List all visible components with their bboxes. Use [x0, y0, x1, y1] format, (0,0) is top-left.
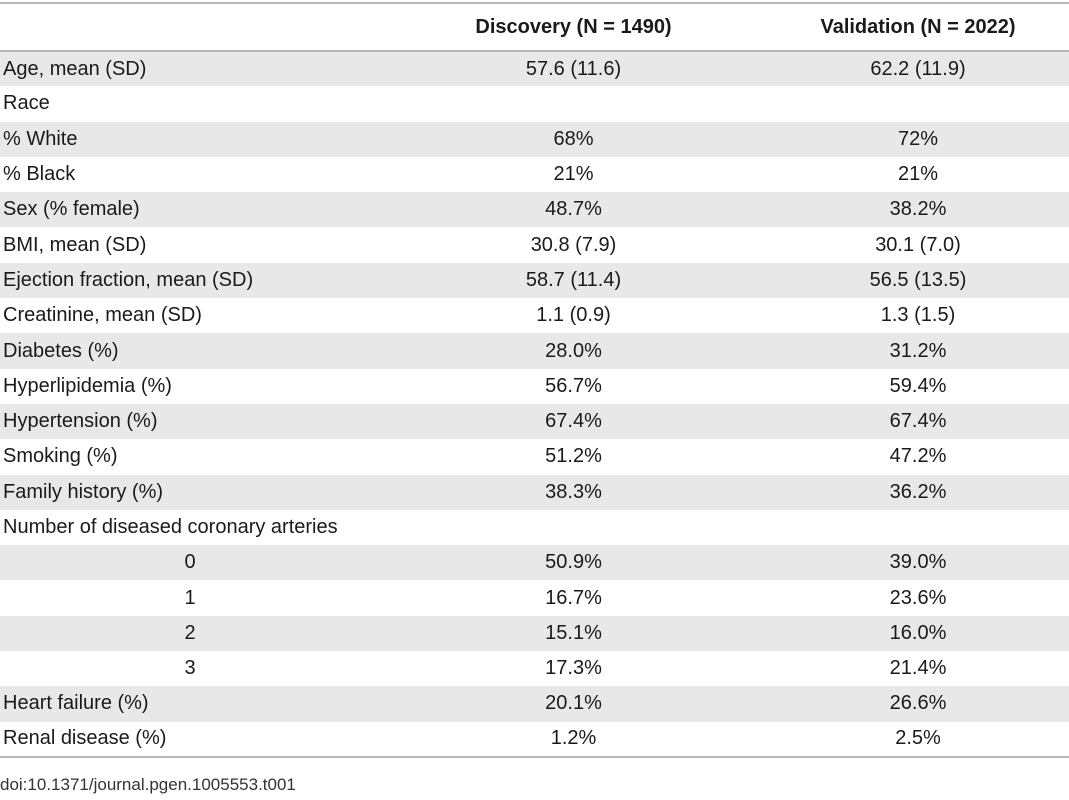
validation-value: 1.3 (1.5) [880, 304, 956, 327]
row-label: 2 [184, 621, 196, 644]
table-row: Hyperlipidemia (%) 56.7% 59.4% [0, 368, 1069, 404]
table-row: Smoking (%) 51.2% 47.2% [0, 439, 1069, 475]
discovery-value: 1.2% [550, 727, 597, 750]
discovery-value [380, 86, 767, 121]
validation-value: 72% [897, 127, 939, 150]
table-row: Hypertension (%) 67.4% 67.4% [0, 403, 1069, 440]
table-row: Race [0, 86, 1069, 122]
discovery-value: 20.1% [545, 692, 602, 715]
validation-value: 36.2% [889, 480, 947, 503]
discovery-value: 67.4% [545, 410, 602, 433]
table-row: Renal disease (%) 1.2% 2.5% [0, 721, 1069, 757]
row-label: Hypertension (%) [3, 410, 158, 433]
row-label: 3 [184, 657, 196, 680]
row-label: Family history (%) [3, 480, 164, 503]
discovery-value: 16.7% [545, 586, 602, 609]
row-label: Number of diseased coronary arteries [3, 516, 338, 538]
table-row: 1 16.7% 23.6% [0, 580, 1069, 616]
table-row: Age, mean (SD) 57.6 (11.6) 62.2 (11.9) [0, 51, 1069, 87]
table-row: 3 17.3% 21.4% [0, 651, 1069, 687]
validation-value: 59.4% [889, 374, 947, 397]
header-label-column [0, 2, 380, 52]
table-row: Diabetes (%) 28.0% 31.2% [0, 333, 1069, 369]
header-validation: Validation (N = 2022) [767, 2, 1069, 52]
table-row: Sex (% female) 48.7% 38.2% [0, 192, 1069, 228]
validation-value: 16.0% [889, 621, 947, 644]
row-label: Heart failure (%) [3, 692, 149, 715]
header-discovery: Discovery (N = 1490) [380, 2, 767, 52]
discovery-value: 51.2% [545, 445, 602, 468]
validation-value: 23.6% [889, 586, 947, 609]
validation-value: 31.2% [889, 339, 947, 362]
discovery-value: 38.3% [545, 480, 602, 503]
validation-value: 67.4% [889, 410, 947, 433]
validation-value [767, 510, 1069, 545]
row-label: % White [3, 127, 78, 150]
table-row: Creatinine, mean (SD) 1.1 (0.9) 1.3 (1.5) [0, 298, 1069, 334]
discovery-value: 21% [553, 163, 594, 186]
validation-value: 21.4% [889, 657, 947, 680]
validation-value: 21% [897, 163, 939, 186]
validation-value: 30.1 (7.0) [875, 233, 961, 256]
table-row: Family history (%) 38.3% 36.2% [0, 474, 1069, 510]
discovery-value: 57.6 (11.6) [525, 57, 622, 80]
validation-value: 38.2% [889, 198, 947, 221]
table-row: 0 50.9% 39.0% [0, 545, 1069, 581]
discovery-value: 48.7% [545, 198, 602, 221]
discovery-value: 28.0% [545, 339, 602, 362]
validation-value: 56.5 (13.5) [869, 268, 967, 291]
table-row: Ejection fraction, mean (SD) 58.7 (11.4) 5… [0, 262, 1069, 299]
discovery-value: 30.8 (7.9) [530, 233, 617, 256]
validation-value [767, 86, 1069, 121]
row-label: Smoking (%) [3, 445, 118, 468]
validation-value: 62.2 (11.9) [870, 57, 966, 80]
row-label: Renal disease (%) [3, 727, 167, 750]
row-label: Ejection fraction, mean (SD) [3, 268, 254, 291]
discovery-value: 58.7 (11.4) [525, 268, 622, 291]
row-label: % Black [3, 163, 76, 186]
row-label: Hyperlipidemia (%) [3, 374, 172, 397]
row-label: 1 [184, 586, 196, 609]
table-row: 2 15.1% 16.0% [0, 615, 1069, 652]
table-row: % Black 21% 21% [0, 156, 1069, 193]
row-label: Race [3, 92, 50, 115]
discovery-value: 15.1% [545, 621, 602, 644]
discovery-value: 68% [553, 127, 594, 150]
table-row: % White 68% 72% [0, 121, 1069, 157]
table-row: Number of diseased coronary arteries [0, 509, 1069, 546]
row-label: Creatinine, mean (SD) [3, 304, 202, 327]
row-label: 0 [184, 551, 196, 574]
row-label: Sex (% female) [3, 198, 140, 221]
row-label: Diabetes (%) [3, 339, 119, 362]
table-header-row: Discovery (N = 1490) Validation (N = 202… [0, 2, 1069, 52]
row-label: BMI, mean (SD) [3, 233, 147, 256]
validation-value: 26.6% [889, 692, 947, 715]
discovery-value [380, 510, 767, 545]
row-label: Age, mean (SD) [3, 57, 147, 80]
discovery-value: 50.9% [545, 551, 602, 574]
characteristics-table: Discovery (N = 1490) Validation (N = 202… [0, 2, 1069, 758]
table-body: Age, mean (SD) 57.6 (11.6) 62.2 (11.9) Race… [0, 51, 1069, 757]
discovery-value: 1.1 (0.9) [536, 304, 611, 327]
validation-value: 39.0% [889, 551, 947, 574]
validation-value: 2.5% [895, 727, 941, 750]
discovery-value: 17.3% [545, 657, 602, 680]
discovery-value: 56.7% [545, 374, 602, 397]
table-row: BMI, mean (SD) 30.8 (7.9) 30.1 (7.0) [0, 227, 1069, 263]
table-row: Heart failure (%) 20.1% 26.6% [0, 686, 1069, 722]
doi-caption: doi:10.1371/journal.pgen.1005553.t001 [0, 775, 296, 794]
validation-value: 47.2% [889, 445, 947, 468]
